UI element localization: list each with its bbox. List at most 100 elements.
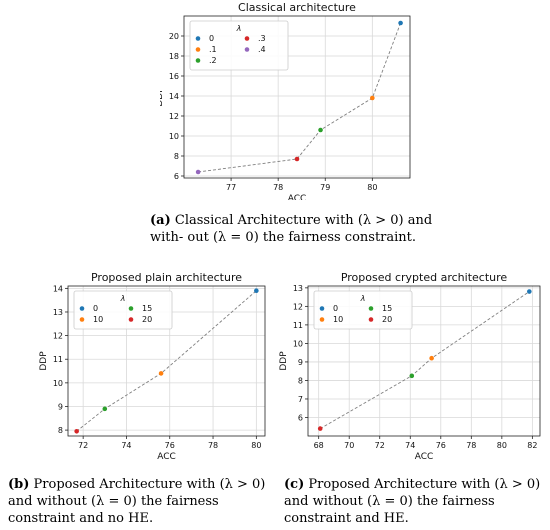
plain-legend-box [73, 290, 173, 330]
classical-point-p2 [318, 127, 323, 133]
classical-ytick-label: 10 [169, 132, 179, 141]
plain-xtick-label: 80 [251, 441, 261, 450]
crypted-legend-marker [368, 317, 374, 322]
classical-ytick-label: 20 [169, 32, 179, 41]
plain-legend-marker [79, 306, 85, 311]
classical-legend-marker [195, 36, 201, 41]
plain-xtick-label: 72 [78, 441, 88, 450]
crypted-point-10 [429, 355, 434, 361]
classical-legend-marker [195, 47, 201, 52]
plain-ytick-label: 14 [53, 284, 63, 293]
classical-legend-marker [244, 47, 250, 52]
crypted-xtick-label: 78 [466, 441, 476, 450]
caption-a-text: Classical Architecture with (λ > 0) and … [150, 213, 433, 245]
classical-legend-entry: .4 [258, 45, 266, 54]
plain-connector-line [76, 290, 257, 432]
crypted-x-axis-label: ACC [415, 452, 434, 462]
classical-ytick-label: 18 [169, 52, 179, 61]
crypted-xtick-label: 80 [497, 441, 507, 450]
classical-point-p4 [195, 169, 201, 175]
chart-classical: 77 78 79 80 6 8 10 12 14 16 18 20 Classical architec… [155, 0, 420, 204]
crypted-axes-frame [307, 285, 541, 437]
caption-a-label: (a) [150, 213, 171, 228]
chart-crypted: 68 70 72 74 76 78 80 82 6 7 8 9 10 11 12 13 Proposed cry… [275, 262, 550, 462]
plain-ytick-label: 13 [53, 308, 63, 317]
plain-point-20 [74, 428, 79, 434]
chart-plain: 72 74 76 78 80 8 9 10 11 12 13 14 Proposed plain arc… [0, 262, 275, 462]
classical-axes-frame [183, 15, 411, 179]
classical-legend-marker [195, 58, 201, 63]
plain-legend-marker [128, 306, 134, 311]
classical-xtick-label: 78 [273, 183, 283, 192]
classical-ytick-label: 8 [174, 152, 179, 161]
classical-xtick-label: 79 [320, 183, 330, 192]
classical-legend-entry: .3 [258, 34, 266, 43]
plain-point-10 [158, 371, 164, 376]
classical-ytick-label: 12 [169, 112, 179, 121]
crypted-point-15 [409, 373, 415, 379]
plain-xtick-label: 74 [121, 441, 131, 450]
crypted-y-axis-label: DDP [279, 351, 289, 371]
classical-point-0 [398, 20, 403, 26]
caption-c: (c) Proposed Architecture with (λ > 0) a… [284, 476, 546, 527]
plain-y-axis-label: DDP [39, 351, 49, 371]
crypted-xtick-label: 76 [436, 441, 446, 450]
crypted-xtick-label: 68 [314, 441, 324, 450]
classical-point-p1 [370, 95, 375, 101]
crypted-ytick-label: 7 [298, 395, 303, 404]
plain-ytick-label: 10 [53, 379, 63, 388]
crypted-legend-marker [319, 317, 325, 322]
plain-point-15 [102, 406, 108, 412]
caption-c-text: Proposed Architecture with (λ > 0) and w… [284, 477, 541, 526]
classical-legend-entry: .2 [209, 56, 217, 65]
plain-legend-entry: 0 [93, 304, 98, 313]
crypted-ytick-label: 10 [293, 339, 303, 348]
caption-b-text: Proposed Architecture with (λ > 0) and w… [8, 477, 266, 526]
caption-b: (b) Proposed Architecture with (λ > 0) a… [8, 476, 270, 527]
classical-legend-marker [244, 36, 250, 41]
plain-ytick-label: 9 [58, 402, 63, 411]
crypted-ytick-label: 12 [293, 302, 303, 311]
crypted-point-20 [317, 426, 323, 431]
classical-legend-entry: 0 [209, 34, 214, 43]
caption-c-label: (c) [284, 477, 305, 492]
plain-ytick-label: 11 [53, 355, 63, 364]
classical-point-p3 [294, 156, 300, 162]
chart-classical-svg: 77 78 79 80 6 8 10 12 14 16 18 20 Classical architec… [155, 1, 411, 204]
plain-xtick-label: 76 [165, 441, 175, 450]
crypted-legend-entry: 15 [382, 304, 392, 313]
crypted-legend-title: λ [360, 294, 366, 303]
classical-legend-title: λ [236, 24, 242, 33]
crypted-xtick-label: 74 [405, 441, 415, 450]
plain-ytick-label: 8 [58, 426, 63, 435]
classical-legend-box [189, 20, 289, 71]
caption-b-label: (b) [8, 477, 30, 492]
plain-legend-marker [128, 317, 134, 322]
classical-y-axis-label: DDP [160, 87, 165, 107]
crypted-xtick-label: 70 [344, 441, 354, 450]
crypted-ytick-label: 6 [298, 413, 303, 422]
crypted-ytick-label: 13 [293, 284, 303, 293]
crypted-connector-line [319, 291, 530, 429]
classical-chart-title: Classical architecture [238, 1, 356, 14]
crypted-legend-box [313, 290, 413, 330]
classical-xtick-label: 80 [367, 183, 377, 192]
plain-legend-entry: 20 [142, 315, 152, 324]
chart-plain-svg: 72 74 76 78 80 8 9 10 11 12 13 14 Proposed plain arc… [39, 271, 266, 462]
crypted-legend-entry: 0 [333, 304, 338, 313]
caption-a: (a) Classical Architecture with (λ > 0) … [150, 212, 440, 246]
plain-ytick-label: 12 [53, 332, 63, 341]
plain-point-0 [254, 288, 259, 294]
plain-legend-title: λ [120, 294, 126, 303]
crypted-legend-marker [319, 306, 325, 311]
crypted-point-0 [527, 289, 532, 294]
crypted-xtick-label: 72 [375, 441, 385, 450]
crypted-legend-entry: 10 [333, 315, 343, 324]
classical-x-axis-label: ACC [288, 194, 307, 200]
classical-legend-entry: .1 [209, 45, 217, 54]
plain-legend-entry: 10 [93, 315, 103, 324]
plain-legend-entry: 15 [142, 304, 152, 313]
crypted-xtick-label: 82 [527, 441, 537, 450]
plain-x-axis-label: ACC [157, 452, 176, 462]
